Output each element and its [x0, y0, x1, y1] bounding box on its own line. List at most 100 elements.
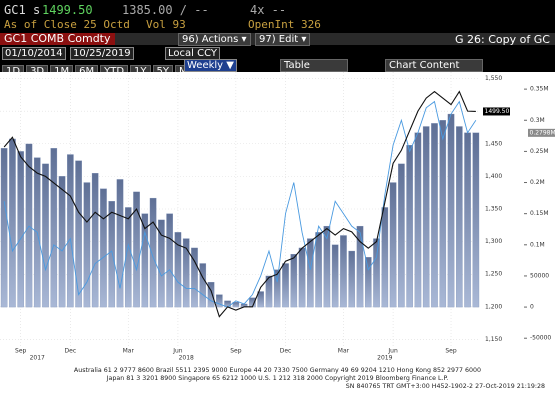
bar: [42, 163, 49, 308]
footer-line: Australia 61 2 9777 8600 Brazil 5511 239…: [73, 367, 482, 374]
bar: [356, 225, 364, 308]
value-label-box: [528, 128, 555, 137]
bar: [290, 253, 298, 308]
x-tick-label: Mar: [338, 348, 350, 355]
y2-tick-label: 0.15M: [530, 210, 549, 217]
bar: [464, 132, 471, 308]
bar: [273, 269, 281, 308]
value-label-box: [483, 107, 510, 116]
x-tick-label: Jun: [172, 348, 183, 355]
year-label: 2017: [30, 355, 45, 362]
bar: [323, 225, 331, 308]
bar: [282, 263, 289, 308]
y-tick-label: 1,450: [485, 140, 502, 147]
bar: [307, 238, 314, 308]
chart-content-button[interactable]: Chart Content: [385, 59, 483, 72]
start-date[interactable]: 01/10/2014: [2, 47, 66, 60]
bar: [472, 132, 480, 308]
side: s: [33, 3, 41, 17]
bar: [232, 301, 240, 308]
year-label: 2018: [179, 355, 194, 362]
value-label: 1499.50: [485, 108, 510, 115]
bar: [207, 282, 215, 308]
bar: [133, 191, 140, 308]
bar: [67, 154, 74, 308]
bar: [83, 182, 91, 308]
actions-menu[interactable]: 96) Actions ▾: [178, 33, 251, 46]
table-button[interactable]: Table: [280, 59, 348, 72]
bar: [116, 179, 124, 308]
edit-menu[interactable]: 97) Edit ▾: [255, 33, 311, 46]
y2-tick-label: 0.3M: [530, 117, 545, 124]
bar: [298, 247, 306, 308]
price: 1499.50: [42, 3, 93, 17]
y2-tick-label: 50000: [530, 272, 549, 279]
line: [3, 100, 477, 308]
bar: [182, 238, 190, 308]
y-tick-label: 1,550: [485, 75, 502, 82]
frequency[interactable]: Weekly ▼: [184, 59, 237, 72]
bar: [50, 148, 58, 308]
bar: [257, 291, 264, 308]
x-tick-label: Dec: [280, 348, 292, 355]
bar: [149, 197, 157, 308]
bar: [17, 151, 24, 308]
footer-line: Japan 81 3 3201 8900 Singapore 65 6212 1…: [106, 375, 449, 382]
bar: [265, 275, 273, 308]
bar: [75, 160, 82, 308]
as-of: As of Close 25 Octd: [4, 18, 130, 31]
footer-line: SN 840765 TRT GMT+3:00 H452-1902-2 27-Oc…: [345, 383, 545, 390]
bar: [389, 182, 397, 308]
volume: Vol 93: [146, 18, 186, 31]
bar: [439, 120, 447, 308]
y-tick-label: 1,300: [485, 238, 502, 245]
bar: [381, 207, 389, 308]
x-tick-label: Sep: [15, 348, 27, 355]
bar: [431, 123, 438, 308]
bar: [9, 138, 16, 308]
header: GC1 s 1499.50 1385.00 / -- 4x -- As of C…: [0, 0, 555, 78]
bar: [422, 126, 430, 308]
bar: [191, 247, 198, 308]
bid-ask: 1385.00 / --: [122, 3, 209, 17]
bar: [406, 145, 413, 308]
bar: [25, 143, 33, 308]
bar: [398, 163, 405, 308]
bar: [91, 173, 99, 308]
bar: [174, 232, 182, 308]
x-tick-label: Sep: [230, 348, 242, 355]
y-tick-label: 1,250: [485, 271, 502, 278]
end-date[interactable]: 10/25/2019: [70, 47, 134, 60]
bar: [364, 257, 372, 308]
bar: [373, 238, 380, 308]
bar: [166, 213, 173, 308]
bar: [447, 113, 455, 308]
year-label: 2019: [377, 355, 392, 362]
y-tick-label: 1,200: [485, 303, 502, 310]
bar: [456, 126, 463, 308]
ticker: GC1: [4, 3, 26, 17]
x-tick-label: Sep: [445, 348, 457, 355]
bar: [141, 213, 149, 308]
x-tick-label: Jun: [387, 348, 398, 355]
bar: [0, 148, 8, 308]
y2-tick-label: -50000: [530, 335, 551, 342]
y-tick-label: 1,150: [485, 336, 502, 343]
y2-tick-label: 0.35M: [530, 86, 549, 93]
bar: [58, 176, 66, 308]
value-label: 0.2798M: [530, 129, 555, 136]
y-tick-label: 1,350: [485, 206, 502, 213]
bar: [216, 294, 223, 308]
bar: [158, 219, 165, 308]
bar: [315, 232, 322, 308]
security[interactable]: GC1 COMB Comdty: [0, 33, 115, 45]
y2-tick-label: 0.25M: [530, 148, 549, 155]
bar: [331, 244, 339, 308]
bar: [414, 132, 422, 308]
bar: [199, 263, 207, 308]
bar: [124, 207, 132, 308]
y2-tick-label: 0.1M: [530, 241, 545, 248]
y2-tick-label: 0: [530, 304, 534, 311]
bar: [348, 250, 356, 308]
